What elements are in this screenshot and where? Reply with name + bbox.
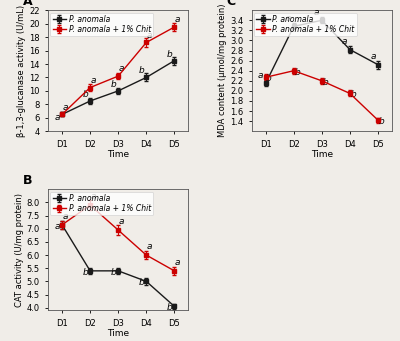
Text: a: a — [91, 192, 96, 201]
Text: a: a — [175, 258, 180, 267]
Text: b: b — [322, 78, 328, 87]
X-axis label: Time: Time — [311, 150, 333, 159]
Text: a: a — [370, 52, 376, 61]
Text: a: a — [119, 217, 124, 226]
Text: b: b — [266, 74, 272, 83]
X-axis label: Time: Time — [107, 329, 129, 338]
Text: a: a — [147, 242, 152, 251]
Legend: P. anomala, P. anomala + 1% Chit: P. anomala, P. anomala + 1% Chit — [254, 13, 357, 36]
Text: a: a — [258, 71, 263, 80]
Text: B: B — [23, 174, 32, 187]
Text: b: b — [294, 68, 300, 77]
Text: b: b — [138, 278, 144, 287]
Text: a: a — [54, 222, 60, 231]
X-axis label: Time: Time — [107, 150, 129, 159]
Y-axis label: CAT activity (U/mg protein): CAT activity (U/mg protein) — [15, 193, 24, 307]
Text: a: a — [55, 114, 60, 122]
Text: b: b — [82, 268, 88, 277]
Text: a: a — [63, 103, 68, 112]
Text: a: a — [342, 37, 348, 46]
Text: a: a — [119, 64, 124, 73]
Text: a: a — [147, 31, 152, 40]
Text: a: a — [175, 15, 180, 24]
Text: a: a — [91, 76, 96, 85]
Text: C: C — [226, 0, 236, 8]
Text: b: b — [166, 303, 172, 312]
Text: a: a — [63, 212, 68, 221]
Text: A: A — [23, 0, 32, 8]
Legend: P. anomala, P. anomala + 1% Chit: P. anomala, P. anomala + 1% Chit — [50, 192, 153, 215]
Text: b: b — [138, 66, 144, 75]
Text: b: b — [110, 268, 116, 277]
Y-axis label: MDA content (μmol/mg protein): MDA content (μmol/mg protein) — [218, 4, 227, 137]
Text: b: b — [378, 117, 384, 126]
Text: a: a — [314, 8, 320, 17]
Text: a: a — [286, 14, 292, 23]
Legend: P. anomala, P. anomala + 1% Chit: P. anomala, P. anomala + 1% Chit — [50, 13, 153, 36]
Text: b: b — [110, 80, 116, 89]
Text: b: b — [350, 90, 356, 100]
Text: b: b — [166, 50, 172, 59]
Y-axis label: β-1,3-glucanase activity (U/mL): β-1,3-glucanase activity (U/mL) — [17, 5, 26, 137]
Text: b: b — [82, 90, 88, 99]
